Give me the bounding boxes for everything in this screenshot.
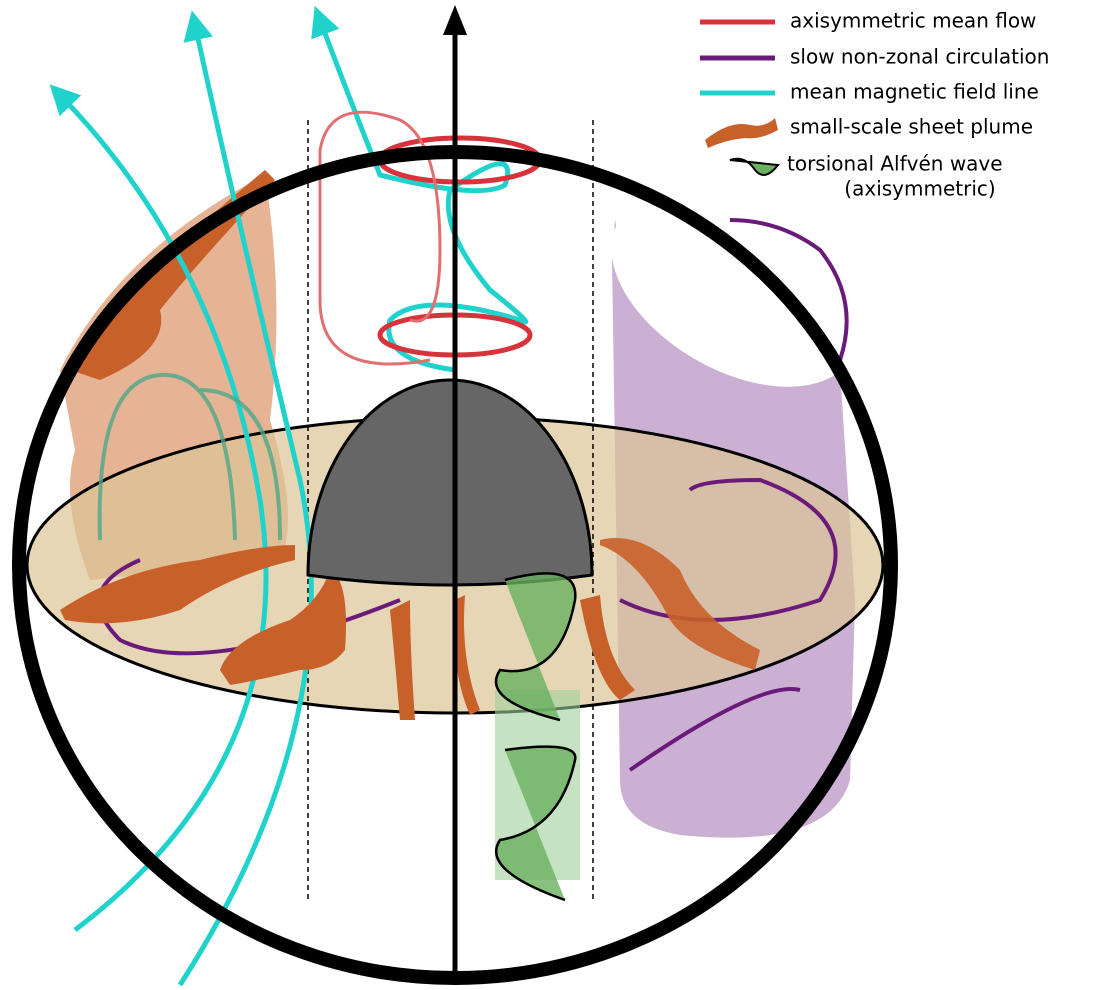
legend-swatch bbox=[705, 118, 778, 148]
field-lines bbox=[49, 5, 529, 987]
legend-label: small-scale sheet plume bbox=[790, 115, 1033, 139]
legend: axisymmetric mean flow slow non-zonal ci… bbox=[700, 9, 1049, 201]
cylinder-top bbox=[611, 193, 859, 387]
legend-label: slow non-zonal circulation bbox=[790, 45, 1049, 69]
legend-sublabel: (axisymmetric) bbox=[844, 177, 995, 201]
inner-core bbox=[306, 378, 594, 587]
field-loop bbox=[97, 372, 282, 541]
axis-arrow bbox=[443, 5, 467, 35]
legend-label: mean magnetic field line bbox=[790, 80, 1039, 104]
torsional-wave bbox=[494, 572, 577, 902]
legend-swatch bbox=[729, 157, 780, 176]
legend-label: torsional Alfvén wave bbox=[787, 152, 1003, 176]
sphere bbox=[12, 145, 898, 985]
plumes bbox=[60, 538, 760, 720]
legend-label: axisymmetric mean flow bbox=[790, 9, 1036, 33]
